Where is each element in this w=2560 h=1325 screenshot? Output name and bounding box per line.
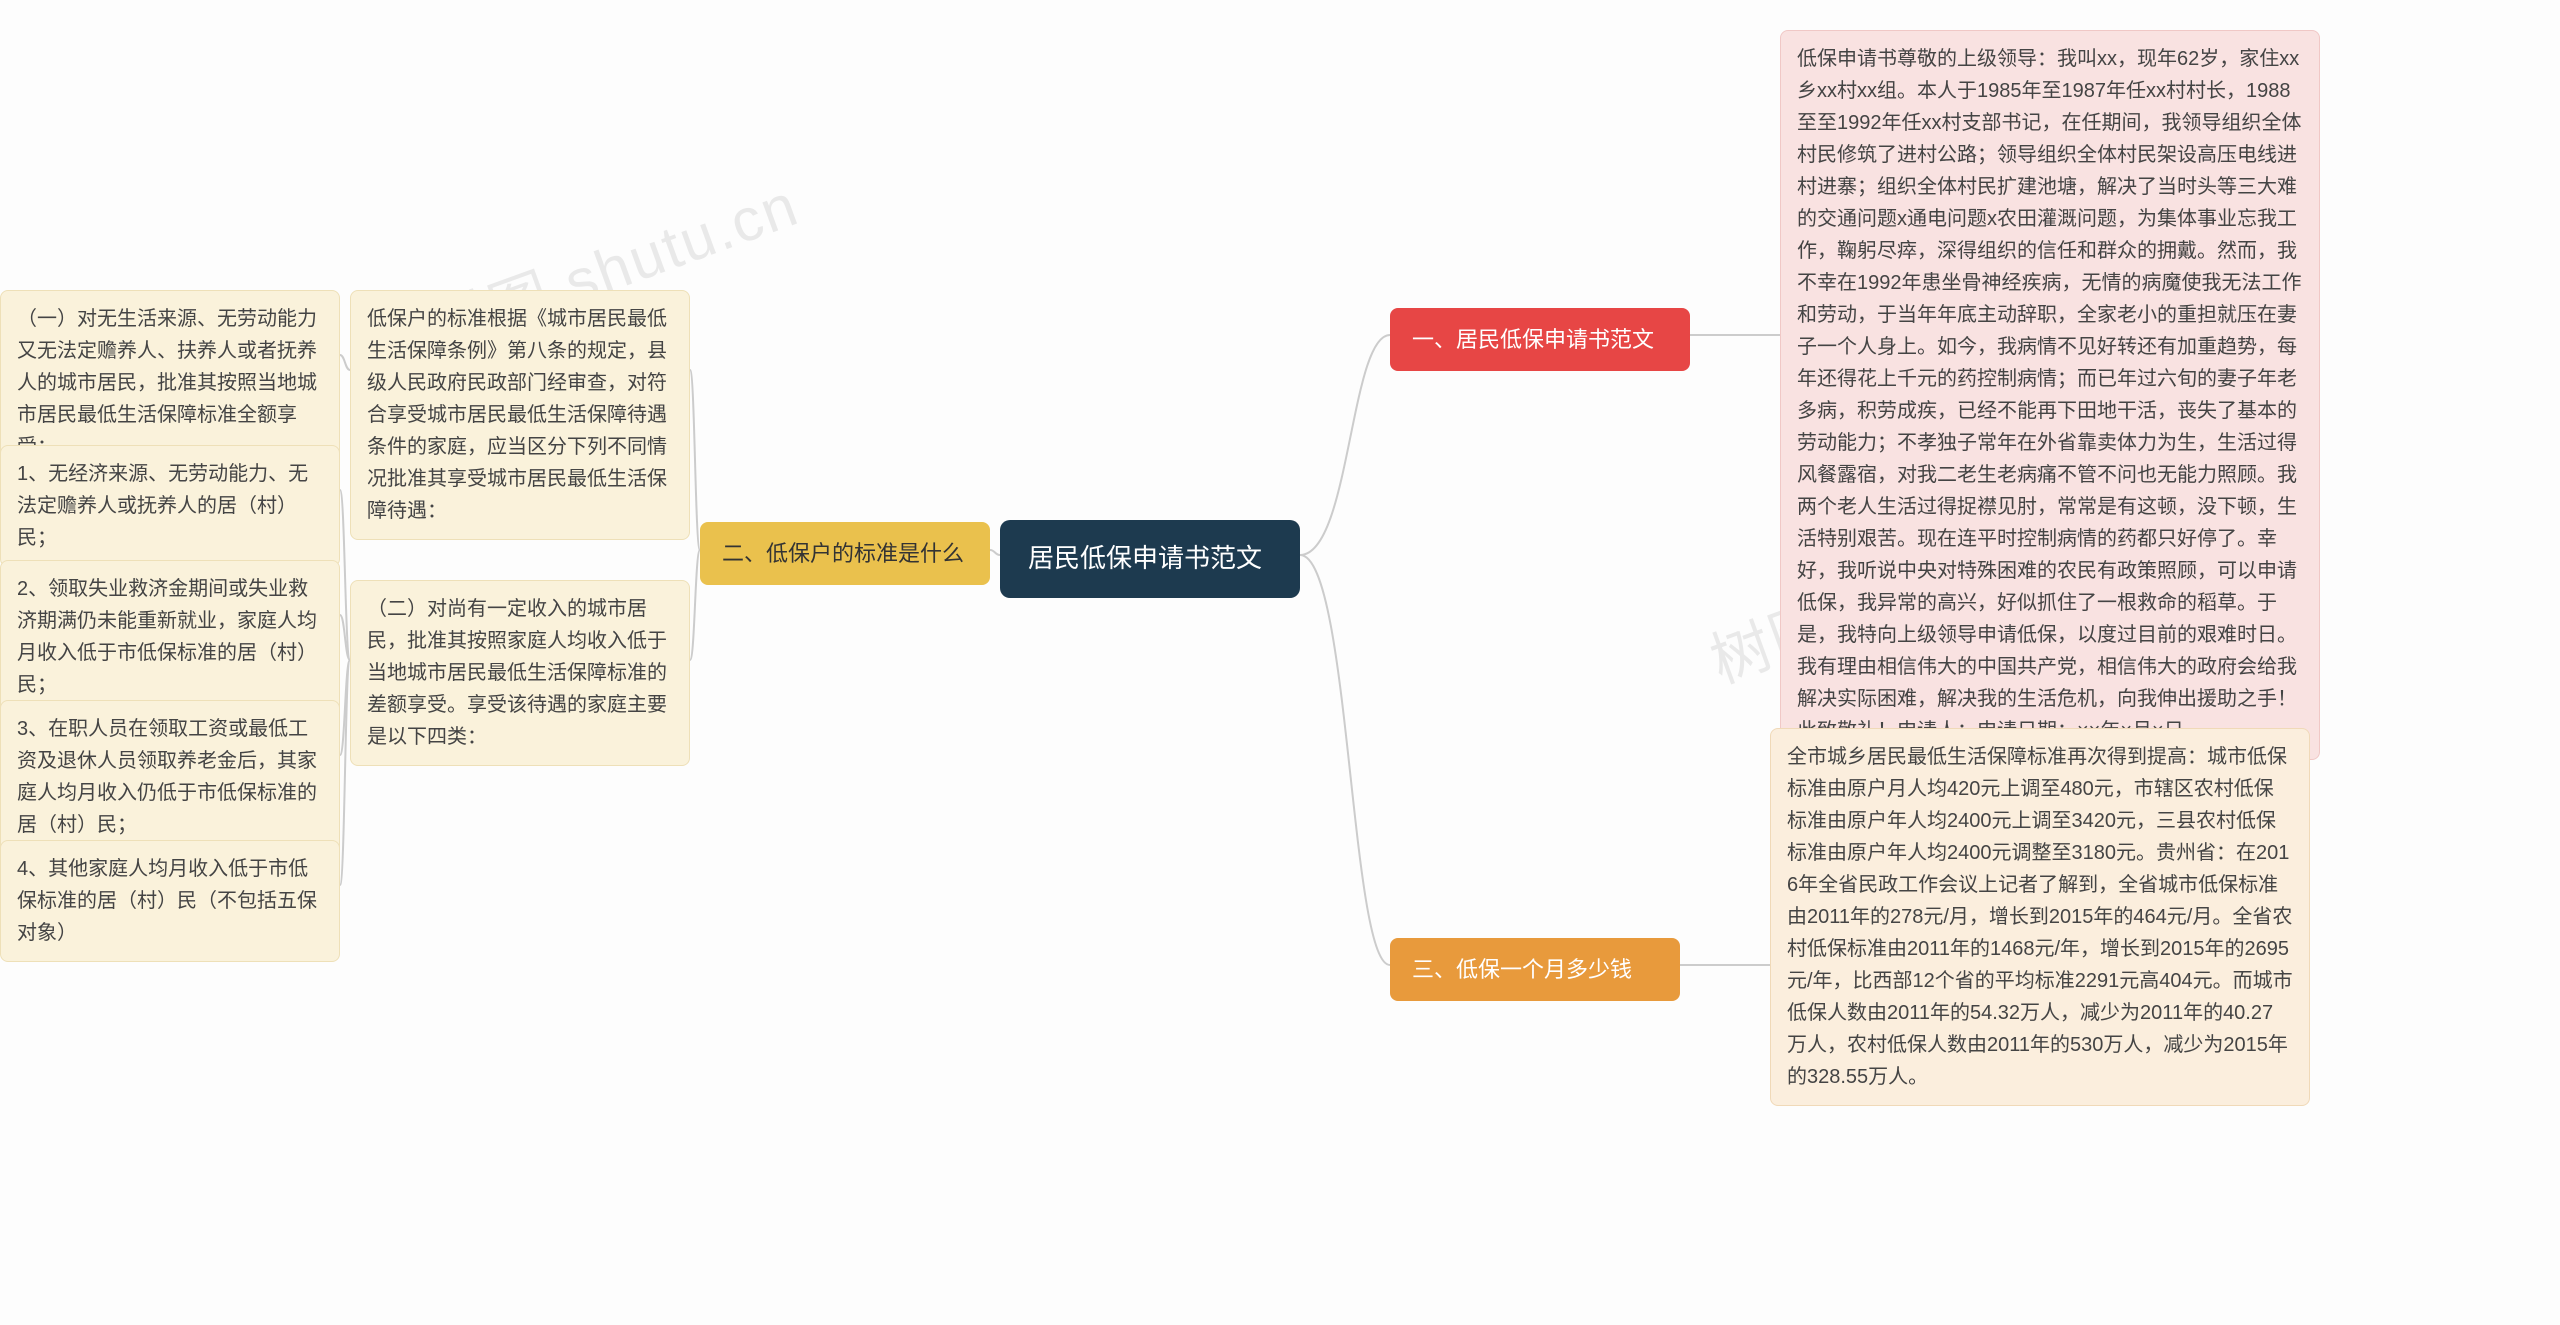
branch-2-intro[interactable]: 低保户的标准根据《城市居民最低生活保障条例》第八条的规定，县级人民政府民政部门经… xyxy=(350,290,690,540)
branch-2-item-b-4[interactable]: 4、其他家庭人均月收入低于市低保标准的居（村）民（不包括五保对象） xyxy=(0,840,340,962)
branch-1[interactable]: 一、居民低保申请书范文 xyxy=(1390,308,1690,371)
branch-2[interactable]: 二、低保户的标准是什么 xyxy=(700,522,990,585)
branch-2-item-b-3[interactable]: 3、在职人员在领取工资或最低工资及退休人员领取养老金后，其家庭人均月收入仍低于市… xyxy=(0,700,340,854)
branch-3-leaf[interactable]: 全市城乡居民最低生活保障标准再次得到提高：城市低保标准由原户月人均420元上调至… xyxy=(1770,728,2310,1106)
mindmap-center[interactable]: 居民低保申请书范文 xyxy=(1000,520,1300,598)
branch-2-item-b-2[interactable]: 2、领取失业救济金期间或失业救济期满仍未能重新就业，家庭人均月收入低于市低保标准… xyxy=(0,560,340,714)
branch-1-leaf[interactable]: 低保申请书尊敬的上级领导：我叫xx，现年62岁，家住xx乡xx村xx组。本人于1… xyxy=(1780,30,2320,760)
branch-2-item-b-1[interactable]: 1、无经济来源、无劳动能力、无法定赡养人或抚养人的居（村）民； xyxy=(0,445,340,567)
branch-2-item-b[interactable]: （二）对尚有一定收入的城市居民，批准其按照家庭人均收入低于当地城市居民最低生活保… xyxy=(350,580,690,766)
branch-3[interactable]: 三、低保一个月多少钱 xyxy=(1390,938,1680,1001)
